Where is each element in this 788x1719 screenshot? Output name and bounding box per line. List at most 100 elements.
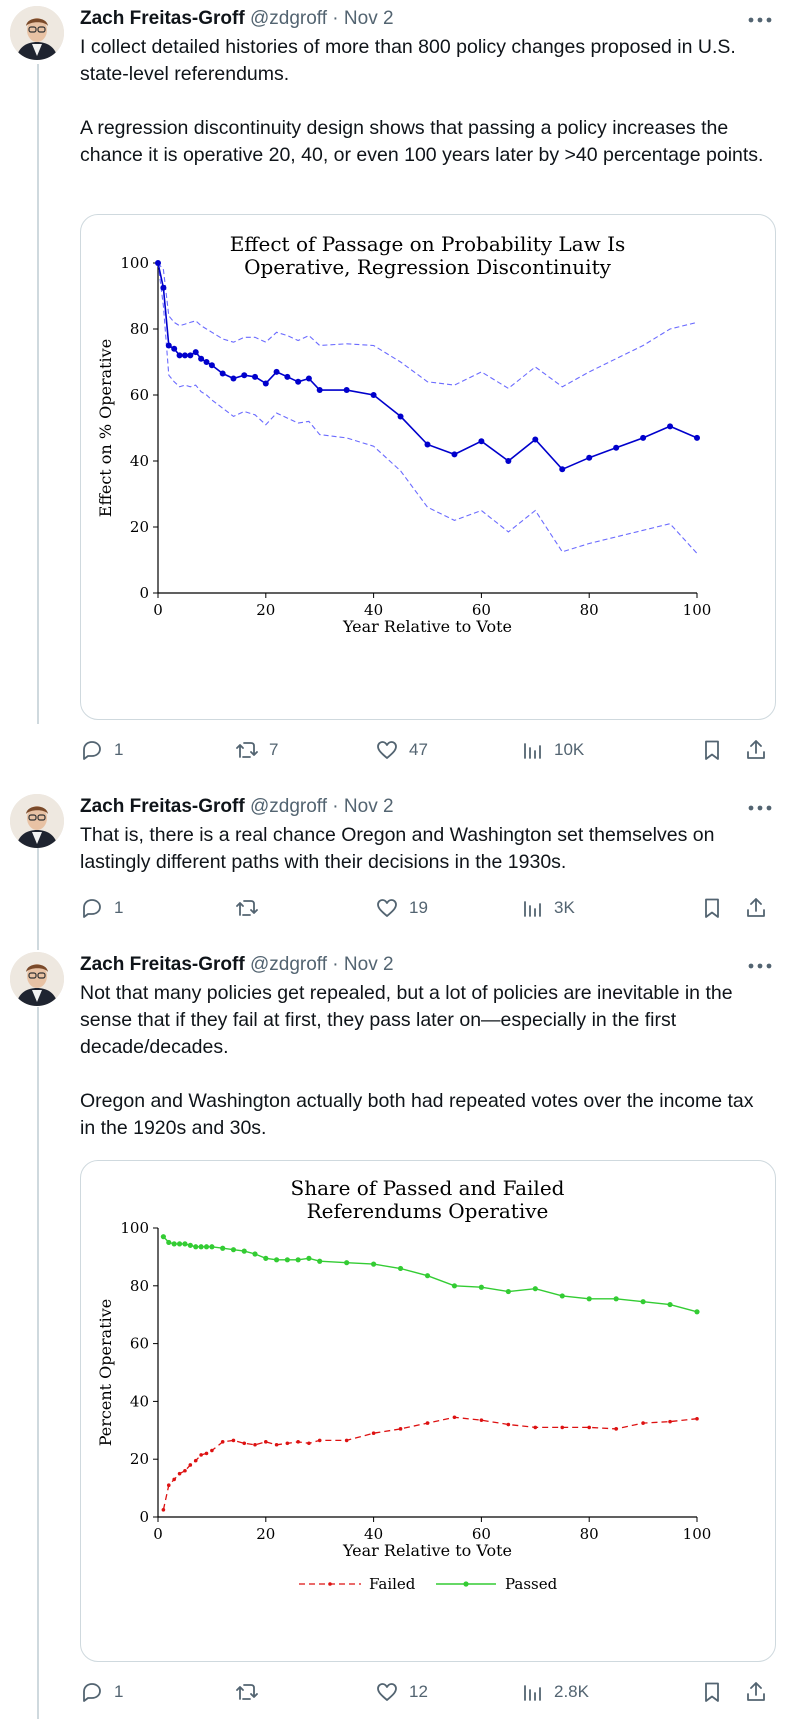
repost-icon (236, 900, 258, 916)
x-tick-label: 60 (472, 601, 491, 619)
repost-button[interactable] (235, 892, 269, 924)
tweet-text: I collect detailed histories of more tha… (80, 34, 770, 169)
like-button[interactable]: 47 (375, 734, 428, 766)
reply-button[interactable]: 1 (80, 1676, 123, 1708)
views-button[interactable]: 2.8K (520, 1676, 589, 1708)
failed-point (587, 1425, 591, 1430)
failed-point (479, 1418, 484, 1422)
passed-point (559, 1293, 565, 1299)
like-icon (377, 899, 397, 917)
y-axis-label: Effect on % Operative (96, 339, 115, 517)
bookmark-button[interactable] (700, 734, 724, 766)
estimate-point (451, 451, 458, 458)
author-name[interactable]: Zach Freitas-Groff (80, 796, 245, 817)
failed-point (177, 1471, 182, 1476)
failed-point (204, 1451, 209, 1456)
more-icon[interactable] (746, 794, 774, 820)
author-handle[interactable]: @zdgroff (249, 954, 328, 975)
estimate-point (230, 375, 237, 382)
estimate-point (397, 413, 404, 420)
reply-button[interactable]: 1 (80, 892, 123, 924)
y-tick-label: 80 (130, 320, 149, 338)
x-tick-label: 20 (256, 1525, 275, 1543)
like-button[interactable]: 12 (375, 1676, 428, 1708)
repost-count: 7 (269, 740, 279, 759)
estimate-point (165, 342, 172, 349)
passed-point (284, 1257, 290, 1263)
estimate-point (241, 372, 248, 379)
bookmark-button[interactable] (700, 892, 724, 924)
reply-count: 1 (114, 1682, 124, 1701)
author-handle[interactable]: @zdgroff (249, 8, 328, 29)
passed-point (182, 1241, 188, 1247)
x-axis-label: Year Relative to Vote (342, 617, 512, 636)
y-tick-label: 0 (139, 1508, 149, 1526)
avatar[interactable] (10, 794, 64, 848)
author-name[interactable]: Zach Freitas-Groff (80, 8, 245, 29)
tweet[interactable]: Zach Freitas-Groff @zdgroff · Nov 2 Not … (0, 946, 788, 1719)
failed-point (172, 1477, 176, 1482)
x-tick-label: 80 (580, 601, 599, 619)
avatar[interactable] (10, 952, 64, 1006)
passed-point (171, 1241, 177, 1247)
estimate-point (192, 349, 199, 356)
share-button[interactable] (744, 892, 768, 924)
tweet[interactable]: Zach Freitas-Groff @zdgroff · Nov 2 That… (0, 788, 788, 948)
avatar[interactable] (10, 6, 64, 60)
reply-icon (83, 741, 101, 760)
views-button[interactable]: 3K (520, 892, 575, 924)
failed-line (162, 1416, 698, 1510)
tweet-actions: 1 7 47 10K (80, 734, 780, 766)
estimate-point (505, 458, 512, 464)
more-icon[interactable] (746, 952, 774, 978)
tweet[interactable]: Zach Freitas-Groff @zdgroff · Nov 2 I co… (0, 0, 788, 788)
failed-point (166, 1483, 171, 1488)
passed-point (532, 1286, 538, 1292)
bookmark-button[interactable] (700, 1676, 724, 1708)
y-tick-label: 20 (130, 518, 149, 536)
passed-line (162, 1236, 698, 1313)
like-count: 47 (409, 740, 428, 759)
passed-point (176, 1241, 183, 1247)
separator: · (332, 796, 339, 817)
tweet-paragraph: A regression discontinuity design shows … (80, 117, 764, 166)
more-icon[interactable] (746, 6, 774, 32)
estimate-point (305, 375, 312, 382)
views-icon (524, 1685, 541, 1701)
tweet-date[interactable]: Nov 2 (343, 796, 394, 817)
x-tick-label: 80 (580, 1525, 599, 1543)
share-icon (747, 740, 765, 759)
chart-card[interactable]: Share of Passed and Failed Referendums Op… (80, 1160, 776, 1662)
tweet-date[interactable]: Nov 2 (343, 954, 394, 975)
y-tick-label: 40 (130, 452, 149, 470)
author-name[interactable]: Zach Freitas-Groff (80, 954, 245, 975)
author-handle[interactable]: @zdgroff (249, 796, 328, 817)
y-tick-label: 40 (130, 1392, 149, 1410)
repost-button[interactable]: 7 (235, 734, 278, 766)
passed-point (306, 1255, 312, 1261)
chart-card[interactable]: Effect of Passage on Probability Law Is O… (80, 214, 776, 720)
passed-point (371, 1261, 377, 1267)
reply-button[interactable]: 1 (80, 734, 123, 766)
views-button[interactable]: 10K (520, 734, 584, 766)
passed-point (252, 1251, 258, 1257)
like-button[interactable]: 19 (375, 892, 428, 924)
failed-point (560, 1425, 565, 1430)
separator: · (332, 954, 339, 975)
repost-button[interactable] (235, 1676, 269, 1708)
tweet-date[interactable]: Nov 2 (343, 8, 394, 29)
y-tick-label: 60 (130, 1335, 149, 1353)
avatar-image (10, 6, 64, 60)
share-button[interactable] (744, 1676, 768, 1708)
failed-point (371, 1431, 376, 1435)
passed-point (478, 1284, 484, 1290)
estimate-point (155, 260, 161, 266)
passed-point (397, 1265, 404, 1272)
passed-point (166, 1239, 172, 1246)
estimate-point (613, 444, 620, 451)
views-count: 10K (554, 740, 585, 759)
estimate-point (316, 387, 323, 394)
estimate-point (273, 368, 280, 375)
tweet-paragraph: Not that many policies get repealed, but… (80, 982, 733, 1058)
share-button[interactable] (744, 734, 768, 766)
